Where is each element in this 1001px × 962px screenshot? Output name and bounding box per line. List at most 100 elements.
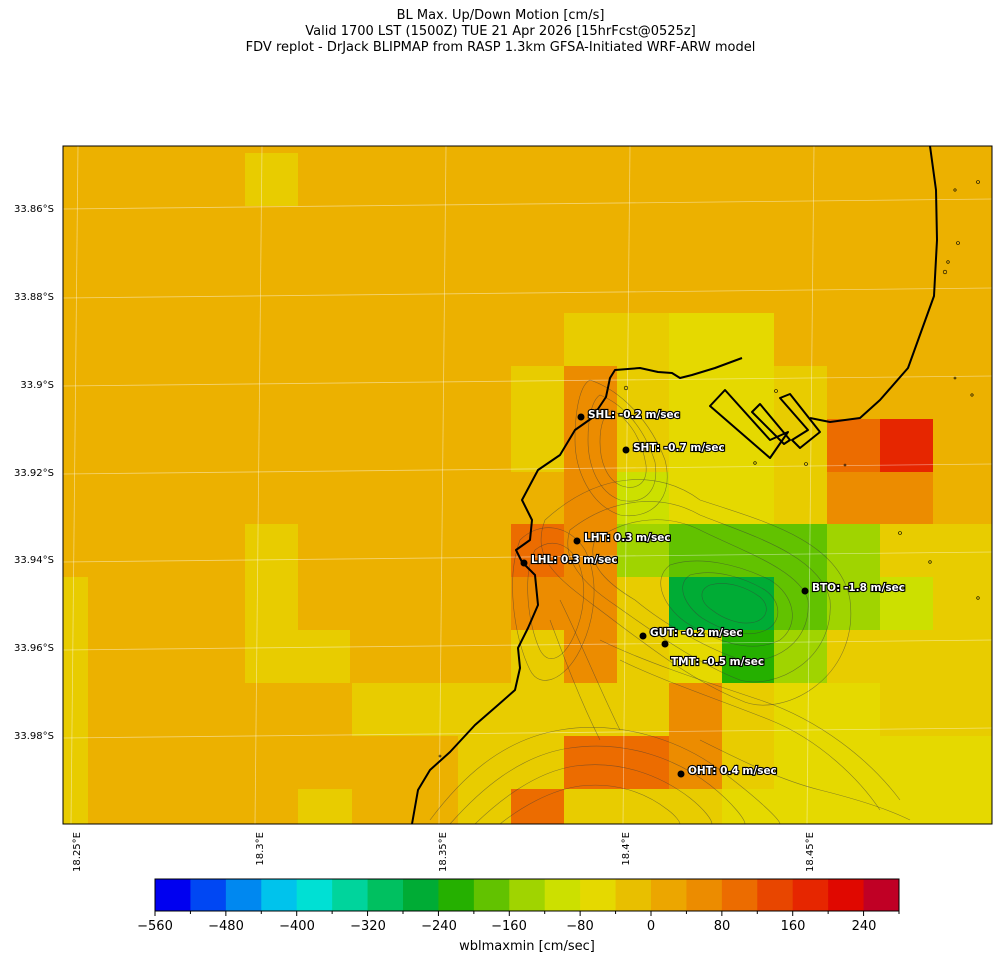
colorbar-swatch <box>792 879 829 911</box>
field-cell <box>827 419 880 472</box>
field-cell <box>669 683 722 736</box>
field-cell <box>880 419 933 472</box>
field-cell <box>245 630 350 683</box>
lon-label: 18.3°E <box>255 832 266 866</box>
longitude-labels: 18.25°E 18.3°E 18.35°E 18.4°E 18.45°E <box>72 832 816 872</box>
colorbar-tick-label: −320 <box>350 919 386 934</box>
lon-label: 18.4°E <box>621 832 632 866</box>
station-oht-label: OHT: 0.4 m/sec <box>688 765 777 777</box>
station-gut-marker <box>639 632 647 640</box>
station-sht-label: SHT: -0.7 m/sec <box>633 442 725 454</box>
station-oht-marker <box>677 770 685 778</box>
map-frame <box>62 145 993 825</box>
station-gut: GUT: -0.2 m/sec <box>639 626 744 640</box>
field-cell <box>880 524 933 577</box>
colorbar-swatch <box>544 879 581 911</box>
terrain-contours <box>429 379 911 824</box>
field-cell <box>722 683 774 736</box>
field-cell <box>774 683 880 736</box>
field-cell <box>722 789 992 824</box>
field-cell <box>298 789 352 824</box>
field-cell <box>245 524 298 577</box>
field-cell <box>564 472 617 524</box>
colorbar-swatch <box>296 879 333 911</box>
field-cell <box>617 577 669 630</box>
map-title-block: BL Max. Up/Down Motion [cm/s] Valid 1700… <box>0 8 1001 56</box>
colorbar-swatch <box>261 879 298 911</box>
field-cell <box>880 472 933 524</box>
colorbar-swatch <box>473 879 510 911</box>
colorbar-tick-label: −480 <box>208 919 244 934</box>
colorbar-swatch <box>651 879 687 911</box>
field-cell <box>564 630 617 683</box>
title-line-1: BL Max. Up/Down Motion [cm/s] <box>396 8 605 23</box>
field-cell <box>827 524 880 577</box>
colorbar-swatch <box>332 879 369 911</box>
colorbar-swatch <box>615 879 652 911</box>
station-oht: OHT: 0.4 m/sec <box>677 764 778 778</box>
field-cell <box>669 630 722 683</box>
station-bto-label: BTO: -1.8 m/sec <box>812 582 905 594</box>
colorbar-frame <box>154 878 900 912</box>
field-cell <box>564 736 617 789</box>
station-tmt: TMT: -0.5 m/sec <box>661 640 765 669</box>
lat-label: 33.86°S <box>14 204 54 215</box>
station-shl: SHL: -0.2 m/sec <box>577 408 681 422</box>
field-cell <box>564 419 617 472</box>
coastal-islets <box>438 180 980 758</box>
lat-label: 33.96°S <box>14 643 54 654</box>
field-cell <box>669 736 722 789</box>
field-cell <box>722 630 774 683</box>
field-cell <box>617 524 669 577</box>
lat-label: 33.92°S <box>14 468 54 479</box>
field-cell <box>774 630 827 683</box>
field-cell <box>63 736 88 789</box>
colorbar-swatch <box>438 879 475 911</box>
lon-label: 18.35°E <box>438 832 449 872</box>
colorbar-swatch <box>225 879 262 911</box>
station-gut-label: GUT: -0.2 m/sec <box>650 627 743 639</box>
colorbar-tick-label: −160 <box>491 919 527 934</box>
field-cell <box>617 419 669 472</box>
colorbar-swatches <box>155 879 900 911</box>
colorbar-swatch <box>863 879 900 911</box>
colorbar-tick-label: 0 <box>647 919 655 934</box>
station-bto: BTO: -1.8 m/sec <box>801 581 906 595</box>
station-sht: SHT: -0.7 m/sec <box>622 441 726 455</box>
field-cell <box>564 524 617 577</box>
field-cell <box>880 577 933 630</box>
colorbar-swatch <box>190 879 227 911</box>
field-cell <box>245 153 298 206</box>
colorbar-swatch <box>580 879 617 911</box>
field-cells <box>63 153 992 824</box>
field-cell <box>511 683 564 736</box>
field-cell <box>458 736 511 789</box>
station-bto-marker <box>801 587 809 595</box>
station-shl-label: SHL: -0.2 m/sec <box>588 409 680 421</box>
colorbar-swatch <box>828 879 865 911</box>
field-cell <box>722 736 774 789</box>
lat-label: 33.88°S <box>14 292 54 303</box>
field-cell <box>245 577 298 630</box>
colorbar-tick-label: 240 <box>852 919 877 934</box>
station-tmt-marker <box>661 640 669 648</box>
field-cell <box>774 736 992 789</box>
colorbar-swatch <box>367 879 404 911</box>
lat-label: 33.9°S <box>20 380 54 391</box>
station-lhl-marker <box>520 559 528 567</box>
graticule <box>63 146 992 824</box>
field-cell <box>63 577 88 630</box>
colorbar: −560 −480 −400 −320 −240 −160 −80 0 80 1… <box>137 878 900 954</box>
field-cell <box>880 683 992 736</box>
coastline <box>411 146 938 824</box>
field-cell <box>774 577 827 630</box>
lon-label: 18.45°E <box>805 832 816 872</box>
colorbar-swatch <box>721 879 758 911</box>
field-cell <box>669 472 774 524</box>
colorbar-tick-label: −560 <box>137 919 173 934</box>
field-cell <box>511 419 564 472</box>
colorbar-tick-label: 80 <box>714 919 731 934</box>
station-sht-marker <box>622 446 630 454</box>
field-cell <box>564 366 617 419</box>
field-cell <box>827 472 880 524</box>
